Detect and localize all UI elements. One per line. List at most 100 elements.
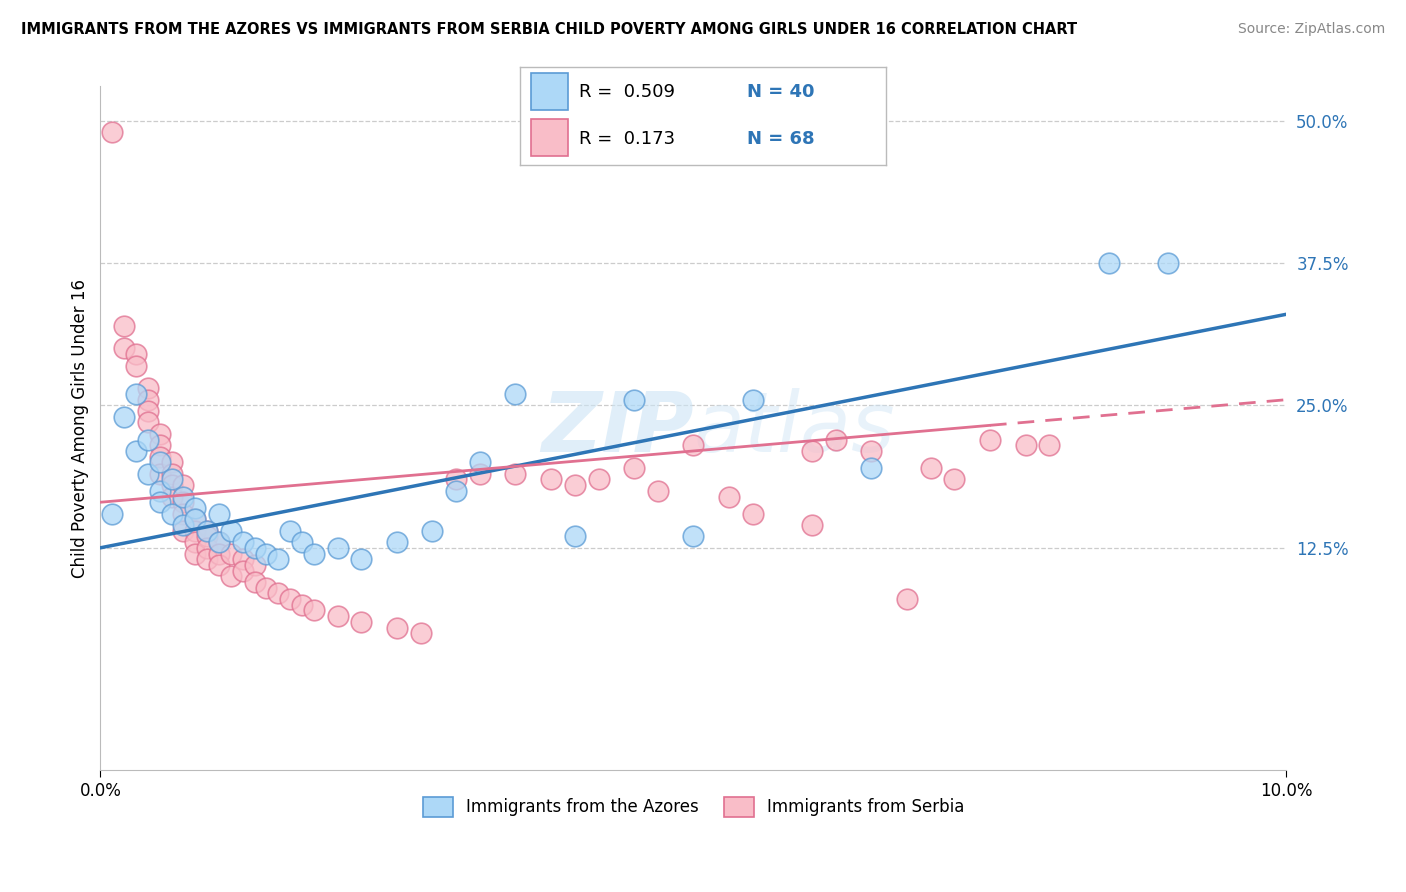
Point [208, 507, 231, 521]
Point [254, 581, 277, 595]
Text: R =  0.173: R = 0.173 [579, 129, 675, 147]
Point [125, 347, 148, 361]
Point [1014, 438, 1036, 452]
Point [278, 524, 301, 538]
Point [243, 574, 266, 589]
Point [136, 392, 159, 407]
Text: atlas: atlas [693, 388, 896, 468]
Point [149, 467, 172, 481]
Point [136, 404, 159, 418]
Y-axis label: Child Poverty Among Girls Under 16: Child Poverty Among Girls Under 16 [72, 278, 89, 578]
Bar [531, 73, 568, 110]
Point [101, 125, 124, 139]
Point [219, 569, 242, 583]
Point [184, 535, 207, 549]
Point [160, 455, 183, 469]
Text: N = 68: N = 68 [747, 129, 814, 147]
Point [172, 524, 194, 538]
Point [801, 518, 824, 533]
Point [172, 478, 194, 492]
Point [291, 598, 314, 612]
Point [184, 524, 207, 538]
Point [136, 381, 159, 395]
Point [219, 524, 242, 538]
Point [172, 518, 194, 533]
Point [741, 507, 763, 521]
Point [623, 461, 645, 475]
Point [125, 444, 148, 458]
Point [243, 558, 266, 572]
Point [824, 433, 846, 447]
Point [943, 473, 966, 487]
Point [682, 438, 704, 452]
Point [302, 603, 325, 617]
Point [149, 426, 172, 441]
Point [291, 535, 314, 549]
Point [232, 552, 254, 566]
Point [208, 547, 231, 561]
Point [125, 359, 148, 373]
Point [172, 490, 194, 504]
Point [136, 433, 159, 447]
Point [801, 444, 824, 458]
Point [1097, 256, 1119, 270]
Point [160, 478, 183, 492]
Point [172, 507, 194, 521]
Point [385, 535, 408, 549]
Point [149, 483, 172, 498]
Point [860, 461, 883, 475]
Point [564, 529, 586, 543]
Point [979, 433, 1001, 447]
Point [350, 552, 373, 566]
Point [195, 552, 218, 566]
Point [920, 461, 942, 475]
Point [232, 535, 254, 549]
Point [385, 621, 408, 635]
Point [160, 473, 183, 487]
Point [564, 478, 586, 492]
Point [149, 450, 172, 464]
Point [101, 507, 124, 521]
Point [267, 586, 290, 600]
Point [505, 387, 527, 401]
Point [125, 387, 148, 401]
Point [195, 541, 218, 555]
Point [184, 500, 207, 515]
Point [254, 547, 277, 561]
Bar [531, 119, 568, 156]
Point [717, 490, 740, 504]
Point [267, 552, 290, 566]
Point [160, 507, 183, 521]
Point [160, 467, 183, 481]
Point [350, 615, 373, 629]
Point [160, 490, 183, 504]
Point [302, 547, 325, 561]
Point [149, 455, 172, 469]
Point [149, 495, 172, 509]
Point [741, 392, 763, 407]
Point [278, 592, 301, 607]
Point [208, 535, 231, 549]
Point [1157, 256, 1180, 270]
Text: ZIP: ZIP [541, 388, 693, 468]
Point [172, 495, 194, 509]
Point [112, 318, 135, 333]
Point [184, 547, 207, 561]
Point [326, 541, 349, 555]
Point [184, 512, 207, 526]
Point [468, 455, 491, 469]
Text: R =  0.509: R = 0.509 [579, 84, 675, 102]
Point [1038, 438, 1060, 452]
Text: Source: ZipAtlas.com: Source: ZipAtlas.com [1237, 22, 1385, 37]
Point [232, 564, 254, 578]
Point [647, 483, 669, 498]
Point [195, 529, 218, 543]
Point [505, 467, 527, 481]
Point [540, 473, 562, 487]
Point [195, 524, 218, 538]
Point [112, 409, 135, 424]
Point [136, 467, 159, 481]
Point [184, 512, 207, 526]
Point [623, 392, 645, 407]
Point [243, 541, 266, 555]
